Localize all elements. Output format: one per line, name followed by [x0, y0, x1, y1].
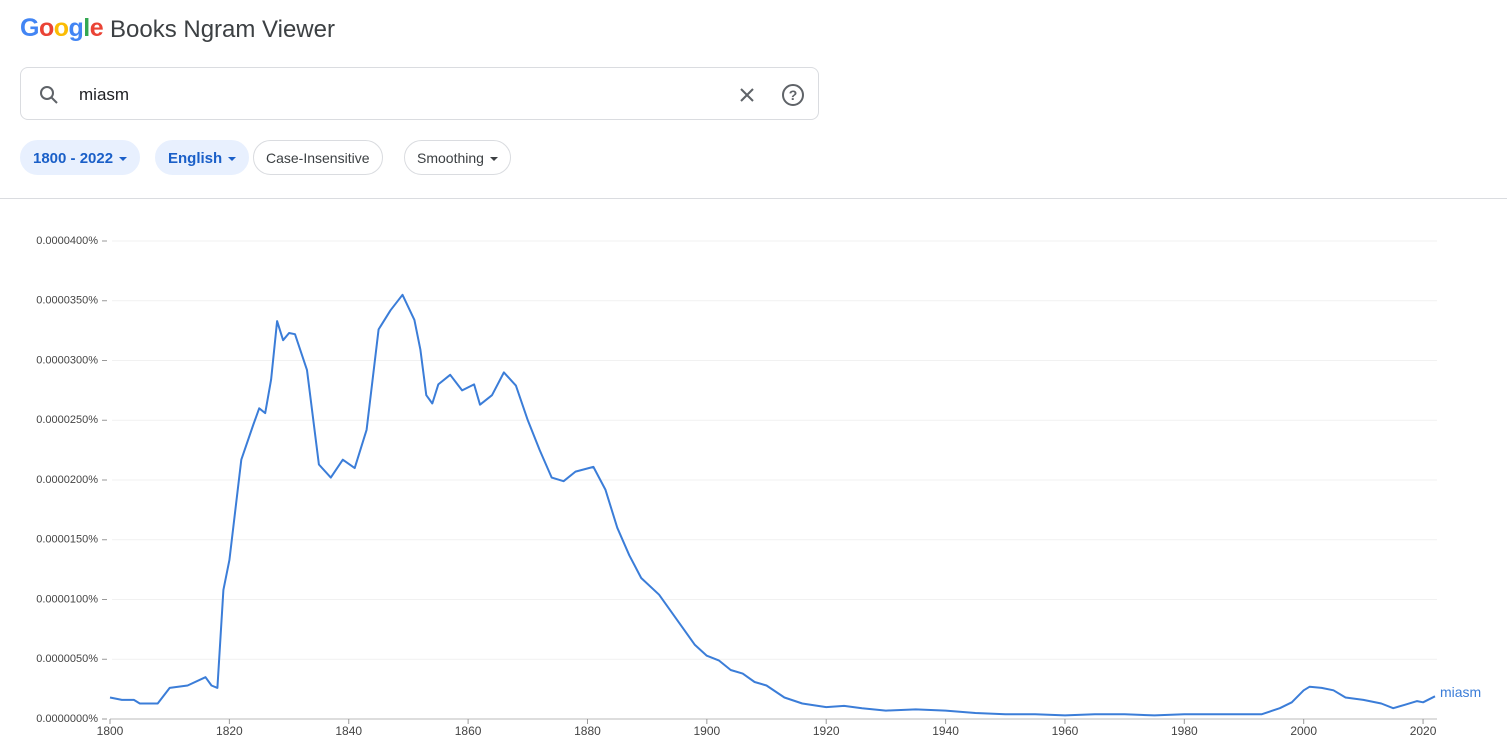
x-tick-label: 1900 [693, 724, 720, 738]
help-icon[interactable]: ? [781, 83, 805, 107]
x-tick-label: 1880 [574, 724, 601, 738]
search-icon [40, 86, 58, 104]
corpus-chip[interactable]: English [155, 140, 250, 175]
y-tick-label: 0.0000250% [36, 414, 98, 426]
x-tick-label: 1860 [455, 724, 482, 738]
chip-label: Smoothing [417, 150, 484, 166]
x-tick-label: 1800 [97, 724, 124, 738]
x-tick-label: 2020 [1410, 724, 1437, 738]
smoothing-chip[interactable]: Smoothing [404, 140, 511, 175]
y-tick-label: 0.0000400% [36, 235, 98, 247]
series-label: miasm [1440, 684, 1481, 700]
series-line [109, 293, 1436, 717]
x-tick-label: 1940 [932, 724, 959, 738]
search-query[interactable]: miasm [79, 85, 130, 104]
logo[interactable]: Google [20, 14, 104, 42]
search-box[interactable]: miasm ? [20, 67, 819, 120]
chip-label: Case-Insensitive [266, 150, 370, 166]
x-tick-label: 1840 [335, 724, 362, 738]
x-tick-label: 1920 [813, 724, 840, 738]
app-title: Books Ngram Viewer [110, 16, 335, 43]
x-tick-label: 1980 [1171, 724, 1198, 738]
y-tick-label: 0.0000000% [36, 713, 98, 725]
x-tick-label: 1820 [216, 724, 243, 738]
case-chip[interactable]: Case-Insensitive [253, 140, 383, 175]
y-tick-label: 0.0000150% [36, 534, 98, 546]
x-tick-label: 1960 [1052, 724, 1079, 738]
y-tick-label: 0.0000300% [36, 354, 98, 366]
svg-text:?: ? [789, 87, 798, 103]
clear-icon[interactable] [738, 86, 756, 104]
chip-label: 1800 - 2022 [33, 150, 114, 167]
y-tick-label: 0.0000050% [36, 653, 98, 665]
chip-label: English [168, 150, 223, 167]
y-tick-label: 0.0000200% [36, 474, 98, 486]
y-tick-label: 0.0000350% [36, 295, 98, 307]
chart: 0.0000000% 0.0000050% 0.0000100% 0.0000150%… [36, 235, 1481, 738]
x-tick-label: 2000 [1290, 724, 1317, 738]
y-tick-label: 0.0000100% [36, 593, 98, 605]
year-range-chip[interactable]: 1800 - 2022 [20, 140, 141, 175]
divider [0, 198, 1507, 199]
